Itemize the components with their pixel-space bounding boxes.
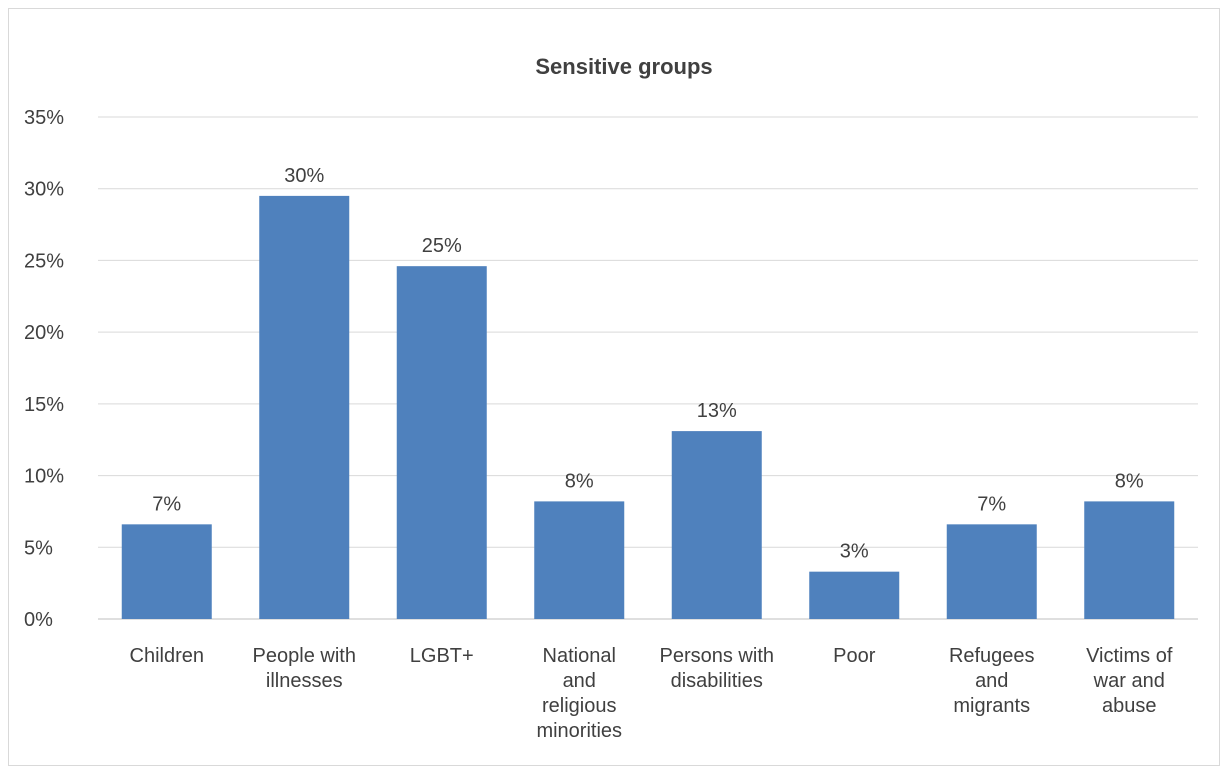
bar — [121, 524, 212, 619]
data-label: 25% — [422, 235, 462, 257]
bars — [121, 195, 1175, 619]
data-labels: 7% 30% 25% 8% 13% 3% 7% 8% — [152, 165, 1144, 563]
bar — [946, 524, 1037, 619]
category-label: Poor — [833, 645, 876, 667]
data-label: 8% — [1115, 470, 1144, 492]
data-label: 7% — [977, 493, 1006, 515]
data-label: 7% — [152, 493, 181, 515]
data-label: 8% — [565, 470, 594, 492]
chart-frame — [8, 8, 1220, 766]
y-tick-label: 30% — [24, 179, 64, 201]
bar — [1084, 501, 1175, 619]
bar — [259, 195, 350, 619]
category-label: National and religious minorities — [536, 645, 622, 742]
category-label: People with illnesses — [253, 645, 356, 692]
category-label: LGBT+ — [410, 645, 474, 667]
data-label: 30% — [284, 165, 324, 187]
y-tick-label: 20% — [24, 322, 64, 344]
data-label: 13% — [697, 400, 737, 422]
bar — [809, 571, 900, 619]
category-label: Children — [130, 645, 204, 667]
bar — [396, 266, 487, 619]
y-tick-label: 15% — [24, 394, 64, 416]
y-axis-ticks: 0% 5% 10% 15% 20% 25% 30% 35% — [24, 107, 64, 631]
category-label: Persons with disabilities — [660, 645, 775, 692]
data-label: 3% — [840, 541, 869, 563]
category-label: Refugees and migrants — [949, 645, 1035, 717]
chart-title: Sensitive groups — [535, 54, 712, 79]
y-tick-label: 0% — [24, 609, 53, 631]
y-tick-label: 5% — [24, 537, 53, 559]
y-tick-label: 35% — [24, 107, 64, 129]
y-tick-label: 25% — [24, 250, 64, 272]
bar — [671, 431, 762, 619]
y-tick-label: 10% — [24, 466, 64, 488]
category-labels: Children People with illnesses LGBT+ Nationa… — [130, 645, 1173, 742]
category-label: Victims of war and abuse — [1086, 645, 1173, 717]
bar — [534, 501, 625, 619]
